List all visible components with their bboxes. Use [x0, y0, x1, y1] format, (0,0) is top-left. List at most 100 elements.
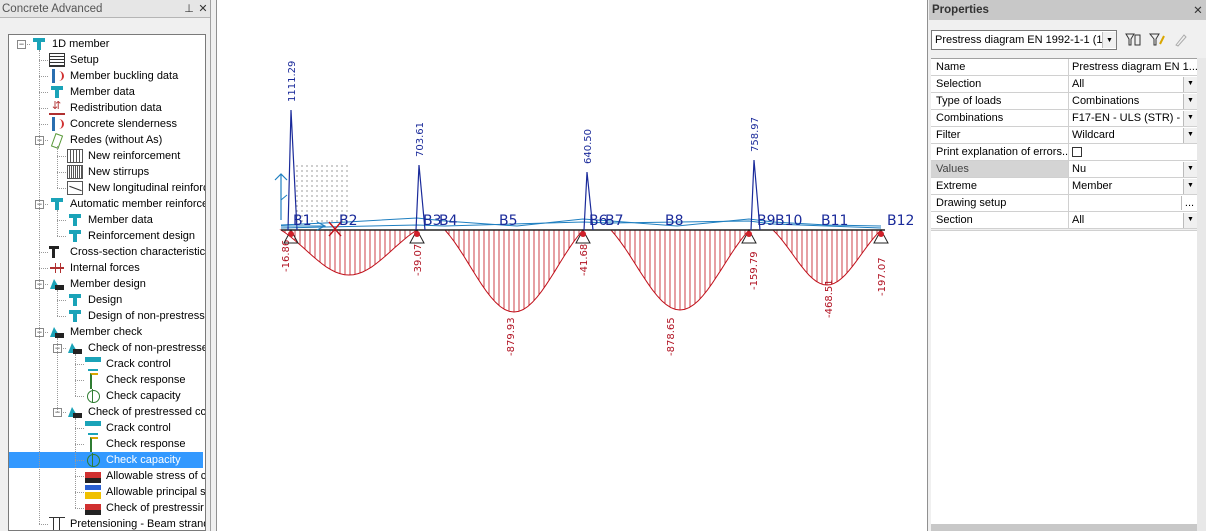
selection-dot [296, 175, 298, 177]
property-value-text: Nu [1072, 163, 1087, 175]
property-key: Name [931, 59, 1069, 75]
selection-dot [346, 175, 348, 177]
tree-item[interactable]: Allowable principal s [85, 484, 205, 500]
chevron-down-icon[interactable]: ▼ [1183, 127, 1197, 143]
property-value[interactable]: Combinations ▼ [1069, 93, 1197, 109]
close-icon[interactable]: ✕ [198, 3, 208, 15]
ellipsis-button[interactable]: ... [1181, 196, 1197, 210]
property-key: Filter [931, 127, 1069, 143]
diagram-selector[interactable]: Prestress diagram EN 1992-1-1 (1) ▼ [931, 30, 1117, 50]
diagram-canvas[interactable]: 1111.29 703.61 640.50 758.97 -16.86 -39.07 -87… [216, 0, 928, 531]
tree-connector [39, 524, 48, 525]
tree-item[interactable]: Member buckling data [49, 68, 180, 84]
collapse-icon[interactable]: − [17, 39, 26, 49]
property-value[interactable]: All ▼ [1069, 212, 1197, 228]
tree-item[interactable]: Check capacity [85, 388, 183, 404]
filter-edit-icon[interactable] [1146, 30, 1168, 50]
positive-peak [583, 171, 594, 231]
tree-item[interactable]: Redes (without As) [49, 132, 164, 148]
properties-panel: Properties ✕ Prestress diagram EN 1992-1… [929, 0, 1206, 531]
selection-dot [326, 170, 328, 172]
property-value[interactable]: Nu ▼ [1069, 161, 1197, 177]
tree-item[interactable]: Design [67, 292, 124, 308]
selection-dot [341, 175, 343, 177]
property-value[interactable]: Prestress diagram EN 1... [1069, 59, 1197, 75]
property-value[interactable]: All ▼ [1069, 76, 1197, 92]
tree-item[interactable]: Member design [49, 276, 148, 292]
close-icon[interactable]: ✕ [1193, 5, 1203, 17]
tree-item[interactable]: Internal forces [49, 260, 142, 276]
property-value[interactable]: ... [1069, 195, 1197, 211]
tree-item[interactable]: New longitudinal reinforc [67, 180, 205, 196]
pencil-icon[interactable] [1170, 30, 1192, 50]
selection-dot [316, 220, 318, 222]
local-x-arrow [316, 221, 327, 231]
tree-connector [39, 252, 48, 253]
property-value[interactable]: Member ▼ [1069, 178, 1197, 194]
filter-select-icon[interactable] [1122, 30, 1144, 50]
selection-dot [321, 175, 323, 177]
tree-connector [75, 396, 84, 397]
property-value[interactable]: Wildcard ▼ [1069, 127, 1197, 143]
selection-dot [321, 165, 323, 167]
tree-item-label: Check capacity [106, 390, 181, 402]
selection-dot [346, 190, 348, 192]
tree-item[interactable]: Pretensioning - Beam strand [49, 516, 205, 530]
chevron-down-icon[interactable]: ▼ [1183, 212, 1197, 228]
tree-item[interactable]: Automatic member reinforcer [49, 196, 205, 212]
tree-view[interactable]: 1D member − Setup Member buckling data Membe… [8, 34, 206, 531]
response-icon [85, 373, 101, 389]
tree-item[interactable]: Member check [49, 324, 144, 340]
tree-item[interactable]: Check of prestressir [85, 500, 205, 516]
property-value[interactable]: F17-EN - ULS (STR) - ▼ [1069, 110, 1197, 126]
tree-item[interactable]: Check response [85, 436, 188, 453]
tree-item[interactable]: 1D member [31, 36, 111, 52]
properties-scrollbar[interactable] [1197, 58, 1206, 531]
tree-item[interactable]: Member data [67, 212, 155, 228]
chevron-down-icon[interactable]: ▼ [1183, 110, 1197, 126]
tree-connector [57, 300, 66, 301]
tree-item[interactable]: Crack control [85, 420, 173, 436]
chevron-down-icon[interactable]: ▼ [1183, 178, 1197, 194]
selection-dot [341, 205, 343, 207]
selection-dot [311, 205, 313, 207]
tree-item[interactable]: New reinforcement [67, 148, 182, 164]
chevron-down-icon[interactable]: ▼ [1183, 76, 1197, 92]
support-node [580, 231, 586, 237]
pin-icon[interactable]: ⊥ [184, 3, 194, 15]
tree-connector [57, 156, 66, 157]
chevron-down-icon[interactable]: ▼ [1183, 161, 1197, 177]
tree-item[interactable]: Setup [49, 52, 101, 68]
selection-dot [296, 185, 298, 187]
selection-dot [306, 205, 308, 207]
tree-item[interactable]: Check response [85, 372, 188, 389]
tree-item[interactable]: New stirrups [67, 164, 151, 180]
buckling-icon [49, 69, 65, 83]
chevron-down-icon[interactable]: ▼ [1102, 32, 1116, 48]
panel-title-bar: Concrete Advanced ⊥ ✕ [0, 0, 210, 18]
support-triangle [575, 228, 591, 244]
checkbox[interactable] [1072, 147, 1082, 157]
tree-item[interactable]: Reinforcement design [67, 228, 197, 244]
tree-item[interactable]: Redistribution data [49, 99, 164, 116]
tree-guide [57, 290, 58, 316]
cross-section-icon [49, 245, 65, 259]
tree-item-label: Member buckling data [70, 70, 179, 82]
tree-item[interactable]: Member data [49, 84, 137, 100]
tree-item[interactable]: Check capacity [9, 452, 203, 468]
selection-dot [331, 180, 333, 182]
tree-item-label: Check response [106, 374, 186, 386]
tree-item[interactable]: Check of prestressed cc [67, 404, 205, 420]
selection-dot [341, 170, 343, 172]
chevron-down-icon[interactable]: ▼ [1183, 93, 1197, 109]
tree-item[interactable]: Check of non-prestresse [67, 340, 205, 356]
selection-dot [336, 220, 338, 222]
tree-item[interactable]: Concrete slenderness [49, 116, 179, 132]
tree-item[interactable]: Cross-section characteristics [49, 244, 205, 260]
tree-item[interactable]: Allowable stress of c [85, 468, 206, 484]
tree-item[interactable]: Crack control [85, 356, 173, 372]
tree-item-label: Allowable stress of c [106, 470, 206, 482]
property-value[interactable] [1069, 144, 1197, 160]
tree-item[interactable]: Design of non-prestresse [67, 308, 205, 324]
selection-dot [311, 185, 313, 187]
